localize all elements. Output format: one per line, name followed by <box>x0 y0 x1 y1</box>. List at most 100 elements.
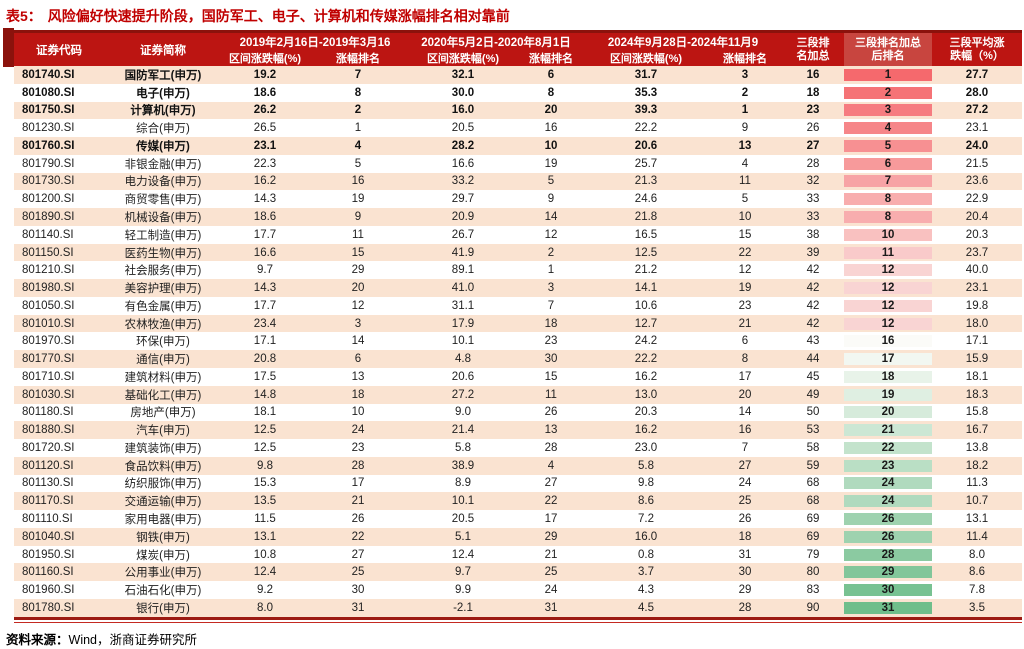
avg-pct-cell: 16.7 <box>965 424 989 437</box>
period1-rank-cell: 15 <box>351 246 365 259</box>
period1-pct-cell: 20.8 <box>253 353 277 366</box>
table-title: 表5： 风险偏好快速提升阶段，国防军工、电子、计算机和传媒涨幅排名相对靠前 <box>6 6 510 26</box>
period3-pct-cell: 10.6 <box>634 299 658 312</box>
period1-pct-cell: 18.1 <box>253 406 277 419</box>
rank-sum-cell: 90 <box>806 601 820 614</box>
code-cell: 801760.SI <box>22 139 75 152</box>
code-cell: 801970.SI <box>22 335 75 348</box>
avg-pct-cell: 13.8 <box>965 441 989 454</box>
table-row: 801030.SI 基础化工(申万) 14.8 18 27.2 11 13.0 20 49 19 1… <box>14 385 1022 404</box>
table-bottom-rule-thin <box>14 621 1022 623</box>
period3-rank-cell: 23 <box>738 299 752 312</box>
period3-rank-cell: 3 <box>741 68 749 81</box>
table-row: 801740.SI 国防军工(申万) 19.2 7 32.1 6 31.7 3 16 1 27.7 <box>14 66 1022 84</box>
period2-rank-cell: 21 <box>544 548 558 561</box>
period3-rank-cell: 20 <box>738 388 752 401</box>
table-row: 801230.SI 综合(申万) 26.5 1 20.5 16 22.2 9 26 4 23.1 <box>14 119 1022 137</box>
col-header-period1-pct: 区间涨跌幅(%) <box>228 53 302 65</box>
name-cell: 社会服务(申万) <box>124 265 202 278</box>
period3-rank-cell: 26 <box>738 513 752 526</box>
col-header-final-rank: 三段排名加总 后排名 <box>844 33 932 66</box>
rank-sum-cell: 33 <box>806 211 820 223</box>
period3-pct-cell: 16.0 <box>634 530 658 543</box>
name-cell: 基础化工(申万) <box>124 389 202 402</box>
period1-pct-cell: 26.2 <box>253 104 277 117</box>
period3-rank-cell: 19 <box>738 282 752 295</box>
avg-pct-cell: 13.1 <box>965 513 989 526</box>
period1-pct-cell: 17.7 <box>253 228 277 241</box>
period3-rank-cell: 1 <box>741 104 749 117</box>
period1-rank-cell: 18 <box>351 388 365 401</box>
period1-pct-cell: 18.6 <box>253 211 277 223</box>
name-cell: 环保(申万) <box>136 336 190 349</box>
period1-pct-cell: 15.3 <box>253 477 277 490</box>
code-cell: 801110.SI <box>22 513 73 526</box>
name-cell: 汽车(申万) <box>136 425 190 438</box>
rank-sum-cell: 23 <box>806 104 820 117</box>
period3-rank-cell: 18 <box>738 530 752 543</box>
period3-rank-cell: 7 <box>741 441 749 454</box>
final-rank-cell: 8 <box>844 193 932 206</box>
period2-pct-cell: 16.0 <box>451 104 475 117</box>
code-cell: 801710.SI <box>22 370 75 383</box>
code-cell: 801080.SI <box>22 86 75 99</box>
name-cell: 商贸零售(申万) <box>124 194 202 207</box>
period1-rank-cell: 27 <box>351 548 365 561</box>
period3-pct-cell: 16.5 <box>634 228 658 241</box>
avg-pct-cell: 19.8 <box>965 299 989 312</box>
rank-sum-cell: 45 <box>806 370 820 383</box>
source-note: 资料来源：Wind，浙商证券研究所 <box>6 629 197 648</box>
period3-pct-cell: 12.5 <box>634 246 658 259</box>
period1-rank-cell: 10 <box>351 406 365 419</box>
period1-rank-cell: 17 <box>351 477 365 490</box>
avg-pct-cell: 23.1 <box>965 282 989 295</box>
name-cell: 食品饮料(申万) <box>124 460 202 473</box>
name-cell: 建筑材料(申万) <box>124 371 202 384</box>
code-cell: 801160.SI <box>22 566 74 579</box>
period3-rank-cell: 9 <box>741 122 749 135</box>
period3-pct-cell: 23.0 <box>634 441 658 454</box>
rank-sum-cell: 69 <box>806 530 820 543</box>
period2-pct-cell: 9.0 <box>455 406 471 419</box>
period2-pct-cell: 10.1 <box>451 335 475 348</box>
code-cell: 801010.SI <box>22 317 75 330</box>
period2-pct-cell: 9.9 <box>455 584 471 597</box>
period2-pct-cell: 30.0 <box>451 86 475 99</box>
col-header-period3-range: 2024年9月28日-2024年11月9 <box>607 36 759 49</box>
avg-pct-cell: 18.0 <box>965 317 989 330</box>
period3-pct-cell: 21.2 <box>634 264 658 277</box>
period1-pct-cell: 26.5 <box>253 122 277 135</box>
period1-pct-cell: 12.5 <box>253 424 277 437</box>
period1-pct-cell: 12.4 <box>253 566 277 579</box>
table-row: 801120.SI 食品饮料(申万) 9.8 28 38.9 4 5.8 27 59 23 18.2 <box>14 456 1022 475</box>
final-rank-cell: 20 <box>844 406 932 419</box>
table-row: 801770.SI 通信(申万) 20.8 6 4.8 30 22.2 8 44 17 15.9 <box>14 350 1022 369</box>
period2-rank-cell: 3 <box>547 282 555 295</box>
rank-sum-cell: 44 <box>806 353 820 366</box>
period1-rank-cell: 12 <box>351 299 365 312</box>
period3-rank-cell: 14 <box>738 406 752 419</box>
col-header-period2-rank: 涨幅排名 <box>529 53 573 65</box>
code-cell: 801040.SI <box>22 530 75 543</box>
col-header-final-rank-line2: 后排名 <box>871 49 905 62</box>
period2-rank-cell: 18 <box>544 317 558 330</box>
period3-pct-cell: 20.3 <box>634 406 658 419</box>
rank-sum-cell: 18 <box>806 86 820 99</box>
col-header-period1-rank: 涨幅排名 <box>336 53 380 65</box>
period2-pct-cell: 29.7 <box>451 193 475 206</box>
period2-rank-cell: 6 <box>547 68 555 81</box>
final-rank-cell: 3 <box>844 104 932 117</box>
name-cell: 公用事业(申万) <box>124 567 202 580</box>
period2-rank-cell: 14 <box>544 211 558 223</box>
avg-pct-cell: 8.0 <box>969 548 985 561</box>
period3-rank-cell: 15 <box>738 228 752 241</box>
rank-sum-cell: 42 <box>806 282 820 295</box>
rank-sum-cell: 28 <box>806 157 820 170</box>
period2-pct-cell: 21.4 <box>451 424 475 437</box>
final-rank-cell: 26 <box>844 513 932 526</box>
period2-pct-cell: 28.2 <box>451 139 475 152</box>
period1-rank-cell: 3 <box>354 317 362 330</box>
name-cell: 国防军工(申万) <box>124 69 202 82</box>
final-rank-cell: 22 <box>844 441 932 454</box>
name-cell: 非银金融(申万) <box>124 158 202 171</box>
